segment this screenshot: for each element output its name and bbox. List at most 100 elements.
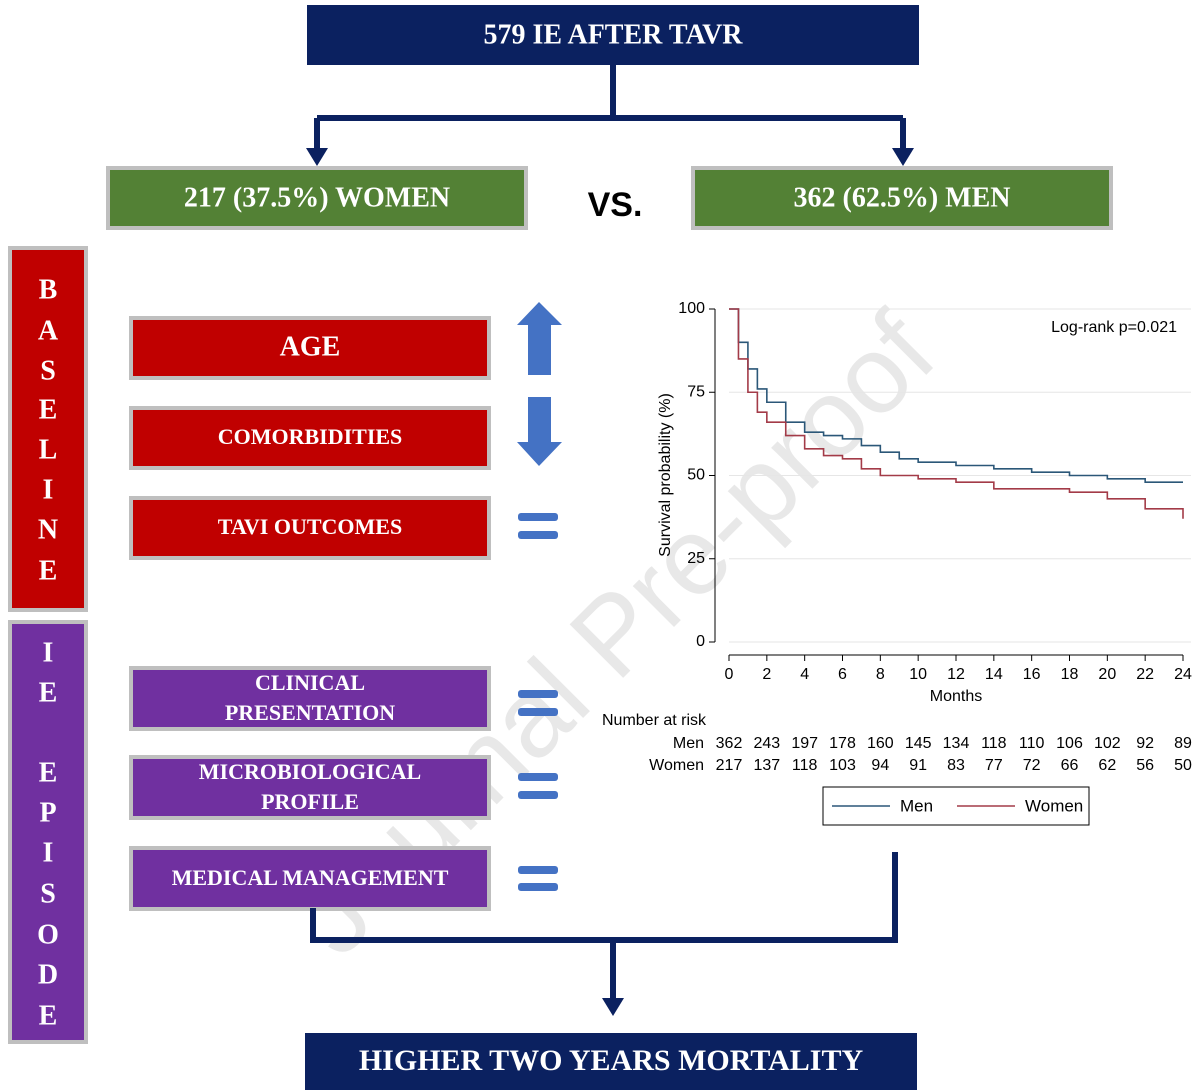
y-axis-label: Survival probability (%) [657, 393, 674, 557]
x-axis-label: Months [930, 688, 982, 705]
x-tick-label: 22 [1136, 666, 1154, 683]
baseline-box [129, 316, 491, 380]
risk-count: 56 [1136, 757, 1154, 774]
x-tick-label: 20 [1098, 666, 1116, 683]
equals [518, 866, 558, 874]
risk-count: 137 [753, 757, 780, 774]
side-letter: P [39, 797, 56, 828]
y-tick-label: 100 [678, 300, 705, 317]
equals [518, 690, 558, 698]
episode-box [129, 846, 491, 911]
risk-count: 118 [792, 757, 818, 774]
episode-label: MEDICAL MANAGEMENT [172, 865, 449, 890]
survival-curve [729, 308, 1183, 483]
risk-count: 50 [1174, 757, 1192, 774]
y-tick-label: 25 [687, 550, 705, 567]
risk-count: 160 [867, 735, 894, 752]
x-tick-label: 12 [947, 666, 965, 683]
side-letter: S [40, 355, 56, 386]
risk-count: 94 [871, 757, 889, 774]
risk-count: 89 [1174, 735, 1192, 752]
side-letter: S [40, 878, 56, 909]
risk-count: 134 [943, 735, 970, 752]
episode-box [129, 666, 491, 731]
side-letter: I [43, 837, 54, 868]
risk-count: 62 [1098, 757, 1116, 774]
legend-label: Men [900, 796, 933, 815]
x-tick-label: 8 [876, 666, 885, 683]
side-letter: O [37, 919, 59, 950]
x-tick-label: 0 [725, 666, 734, 683]
equals [518, 791, 558, 799]
side-letter: E [39, 677, 58, 708]
risk-count: 118 [981, 735, 1007, 752]
x-tick-label: 16 [1023, 666, 1041, 683]
men-box [691, 166, 1113, 230]
risk-table-title: Number at risk [602, 712, 707, 729]
risk-count: 145 [905, 735, 932, 752]
women-label: 217 (37.5%) WOMEN [184, 182, 450, 213]
connector [314, 65, 906, 150]
baseline-box [129, 496, 491, 560]
side-letter: L [39, 434, 58, 465]
risk-count: 72 [1023, 757, 1041, 774]
equals [518, 513, 558, 521]
footer-title: HIGHER TWO YEARS MORTALITY [359, 1044, 864, 1077]
episode-box [129, 755, 491, 820]
episode-label: PRESENTATION [225, 700, 395, 725]
connector [310, 852, 898, 1000]
risk-count: 66 [1061, 757, 1079, 774]
risk-count: 83 [947, 757, 965, 774]
risk-count: 103 [829, 757, 856, 774]
risk-count: 91 [909, 757, 927, 774]
arrowhead [306, 148, 914, 166]
episode-label: PROFILE [261, 789, 359, 814]
risk-count: 178 [829, 735, 856, 752]
x-tick-label: 2 [762, 666, 771, 683]
equals [518, 531, 558, 539]
risk-row-label: Women [649, 757, 704, 774]
women-box [106, 166, 528, 230]
header-title: 579 IE AFTER TAVR [483, 19, 743, 50]
y-tick-label: 75 [687, 383, 705, 400]
up-arrow [517, 302, 562, 375]
episode-label: CLINICAL [255, 670, 365, 695]
baseline-label: TAVI OUTCOMES [218, 514, 402, 539]
side-letter: E [39, 1000, 58, 1031]
arrowhead [602, 998, 624, 1016]
risk-count: 106 [1056, 735, 1083, 752]
risk-count: 197 [791, 735, 818, 752]
equals [518, 773, 558, 781]
side-letter: I [43, 474, 54, 505]
footer-box [305, 1033, 917, 1090]
baseline-label: COMORBIDITIES [218, 424, 403, 449]
risk-count: 243 [753, 735, 780, 752]
side-letter: E [39, 394, 58, 425]
side-letter: B [39, 274, 58, 305]
x-tick-label: 18 [1061, 666, 1079, 683]
x-tick-label: 4 [800, 666, 809, 683]
risk-count: 217 [716, 757, 743, 774]
side-letter: E [39, 555, 58, 586]
risk-count: 77 [985, 757, 1003, 774]
side-letter: E [39, 757, 58, 788]
risk-count: 362 [716, 735, 743, 752]
annotation: Log-rank p=0.021 [1051, 319, 1177, 336]
baseline-side-box [8, 246, 88, 612]
risk-row-label: Men [673, 735, 704, 752]
header-box [307, 5, 919, 65]
down-arrow [517, 397, 562, 466]
risk-count: 102 [1094, 735, 1121, 752]
vs-label: VS. [588, 186, 643, 224]
side-letter: D [38, 959, 58, 990]
y-tick-label: 50 [687, 467, 705, 484]
risk-count: 92 [1136, 735, 1154, 752]
risk-count: 110 [1019, 735, 1045, 752]
equals-icons [518, 513, 558, 891]
side-letter: N [38, 514, 58, 545]
x-tick-label: 24 [1174, 666, 1192, 683]
x-tick-label: 6 [838, 666, 847, 683]
x-tick-label: 10 [909, 666, 927, 683]
